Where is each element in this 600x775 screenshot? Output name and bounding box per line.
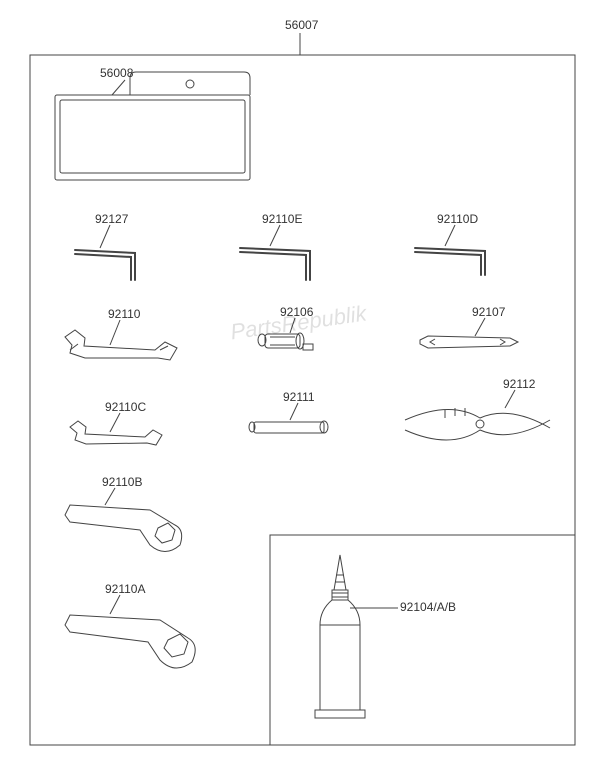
leader-92110A xyxy=(110,595,120,614)
hex-key-92110D xyxy=(415,248,485,275)
box-wrench-92110B xyxy=(65,505,182,552)
inner-frame xyxy=(270,535,575,745)
leader-92127 xyxy=(100,225,110,248)
grease-tube-92104 xyxy=(315,555,365,718)
label-56008: 56008 xyxy=(100,66,133,80)
box-wrench-92110A xyxy=(65,615,195,668)
label-92110: 92110 xyxy=(108,307,140,321)
leader-92111 xyxy=(290,403,298,420)
label-56007: 56007 xyxy=(285,18,318,32)
leader-92110C xyxy=(110,413,120,432)
label-92104AB: 92104/A/B xyxy=(400,600,456,614)
wrench-92110 xyxy=(65,330,177,360)
label-92110E: 92110E xyxy=(262,212,302,226)
label-92127: 92127 xyxy=(95,212,128,226)
leader-92106 xyxy=(290,318,295,333)
tool-bag xyxy=(55,72,250,180)
label-92106: 92106 xyxy=(280,305,313,319)
label-92112: 92112 xyxy=(503,377,535,391)
leader-92107 xyxy=(475,318,485,336)
leader-92110B xyxy=(105,488,115,505)
wrench-92110C xyxy=(70,421,162,445)
hex-key-92127 xyxy=(75,250,135,280)
label-92110A: 92110A xyxy=(105,582,145,596)
leader-56008 xyxy=(112,80,125,95)
leader-92110D xyxy=(445,225,455,246)
label-92110D: 92110D xyxy=(437,212,478,226)
screwdriver-bit-92107 xyxy=(420,336,518,348)
label-92107: 92107 xyxy=(472,305,505,319)
label-92110C: 92110C xyxy=(105,400,146,414)
label-92111: 92111 xyxy=(283,390,315,404)
pliers-92112 xyxy=(405,408,550,440)
leader-92110 xyxy=(110,320,120,345)
hex-key-92110E xyxy=(240,248,310,280)
driver-handle-92106 xyxy=(258,333,313,350)
extension-bar-92111 xyxy=(249,421,328,433)
leader-92112 xyxy=(505,390,515,408)
leader-92110E xyxy=(270,225,280,246)
label-92110B: 92110B xyxy=(102,475,142,489)
